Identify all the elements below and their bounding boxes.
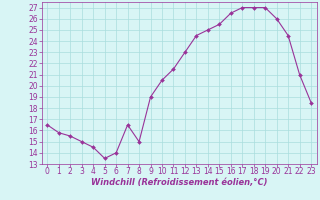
X-axis label: Windchill (Refroidissement éolien,°C): Windchill (Refroidissement éolien,°C) xyxy=(91,178,268,187)
